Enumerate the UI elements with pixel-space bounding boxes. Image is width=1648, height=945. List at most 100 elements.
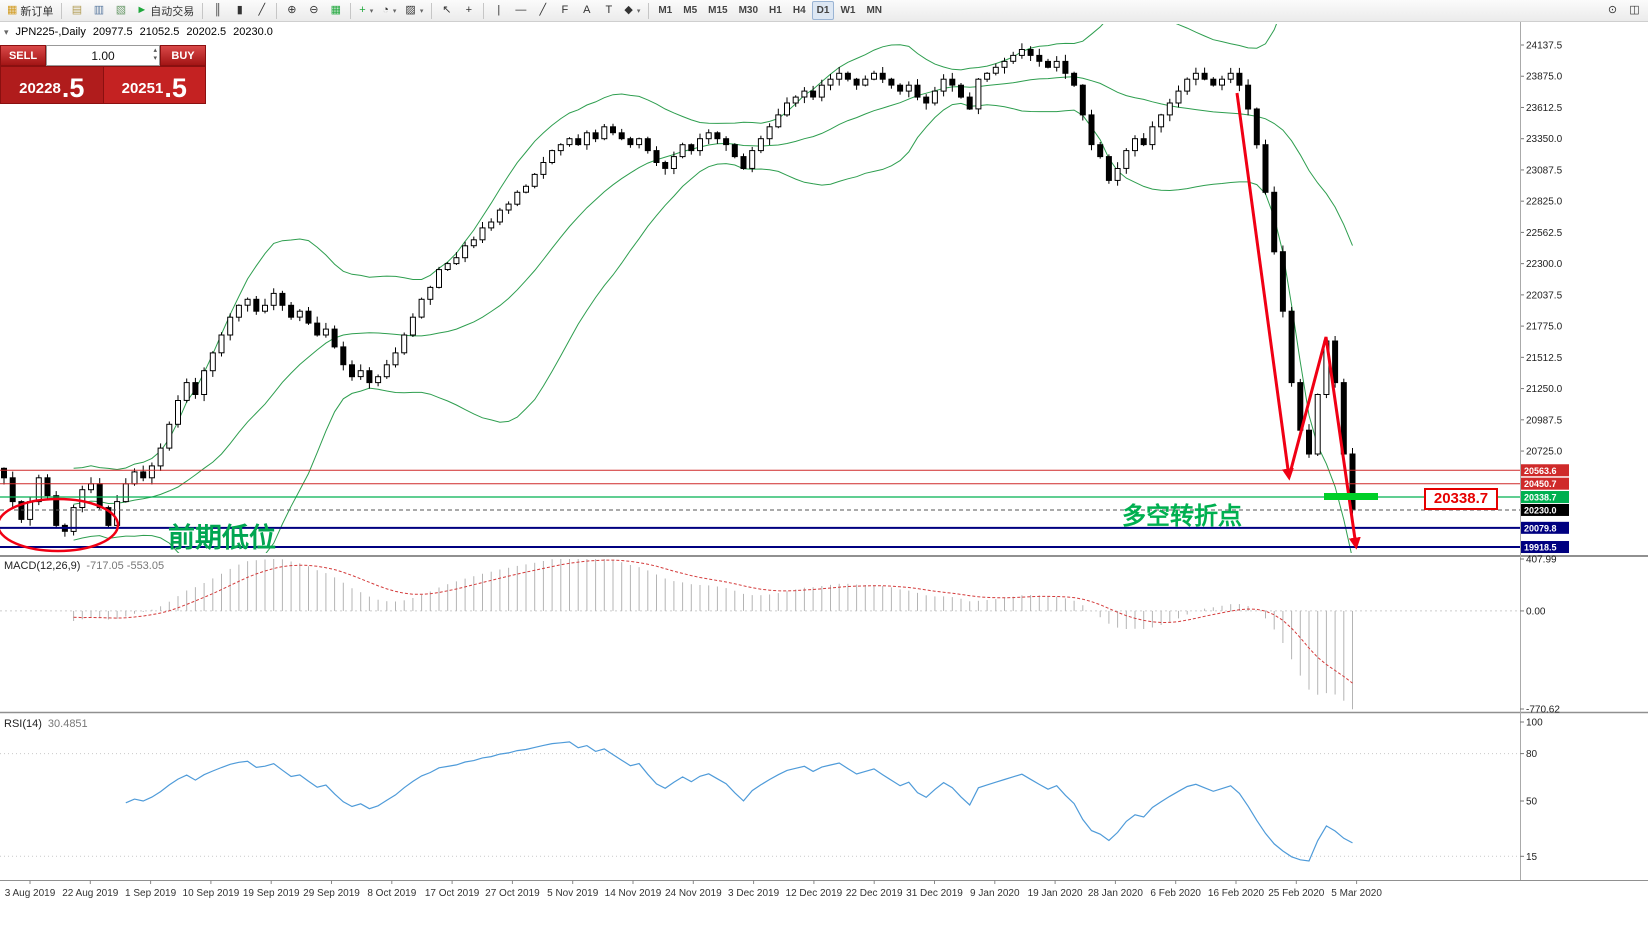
candlestick-series — [1, 43, 1356, 537]
search-button[interactable]: ⊙ — [1602, 1, 1623, 20]
price-line-19918.5[interactable]: 19918.5 — [0, 541, 1569, 554]
line-chart-button[interactable]: ╱ — [251, 1, 272, 20]
fibonacci-button[interactable]: F — [554, 1, 575, 20]
svg-text:23875.0: 23875.0 — [1526, 72, 1563, 83]
toolbar-separator — [648, 2, 650, 19]
timeframe-w1-button[interactable]: W1 — [840, 5, 856, 16]
price-tag — [1521, 491, 1569, 504]
svg-text:19 Sep 2019: 19 Sep 2019 — [243, 888, 300, 899]
shapes-button[interactable]: ◆ ▾ — [620, 1, 644, 20]
auto-trading-button-label: 自动交易 — [150, 5, 195, 18]
price-tag — [1521, 464, 1569, 477]
layout-icon: ◫ — [1629, 4, 1640, 16]
toolbar-separator — [202, 2, 204, 19]
price-line-20450.7[interactable]: 20450.7 — [0, 477, 1569, 490]
sell-price-main: 20228 — [19, 79, 61, 97]
price-line-20079.8[interactable]: 20079.8 — [0, 521, 1569, 534]
templates-icon: ▨ — [405, 4, 416, 16]
collapse-trade-panel-icon[interactable]: ▾ — [4, 26, 9, 37]
svg-text:16 Feb 2020: 16 Feb 2020 — [1208, 888, 1265, 899]
one-click-trade-panel: SELL 1.00 ▴ ▾ BUY 20228 .5 20251 .5 — [0, 45, 206, 104]
periods-icon: ◔ — [382, 4, 389, 16]
price-line-20338.7[interactable]: 20338.7 — [0, 491, 1569, 504]
timeframe-m30-button[interactable]: M30 — [738, 5, 759, 16]
svg-text:27 Oct 2019: 27 Oct 2019 — [485, 888, 540, 899]
svg-text:407.99: 407.99 — [1526, 555, 1557, 566]
crash-arrow — [1235, 92, 1294, 481]
fibonacci-icon: F — [561, 4, 569, 16]
price-line-20563.6[interactable]: 20563.6 — [0, 464, 1569, 477]
timeframe-d1-button[interactable]: D1 — [811, 1, 835, 20]
svg-text:22562.5: 22562.5 — [1526, 228, 1563, 239]
svg-text:20987.5: 20987.5 — [1526, 415, 1563, 426]
crosshair-button[interactable]: + — [458, 1, 479, 20]
search-icon: ⊙ — [1607, 4, 1618, 16]
buy-price[interactable]: 20251 .5 — [102, 66, 206, 104]
market-watch-button[interactable]: ▥ — [88, 1, 109, 20]
chart-area[interactable]: 20563.6 20450.7 20338.7 20230.0 20079.8 19918… — [0, 22, 1648, 945]
price-line-20230.0[interactable]: 20230.0 — [0, 503, 1569, 516]
vertical-line-icon: | — [497, 4, 501, 16]
candlestick-chart-button[interactable]: ▮ — [229, 1, 250, 20]
sell-button[interactable]: SELL — [0, 45, 46, 66]
price-tag — [1521, 521, 1569, 534]
buy-price-fraction: .5 — [164, 72, 187, 103]
svg-text:31 Dec 2019: 31 Dec 2019 — [906, 888, 963, 899]
svg-text:21512.5: 21512.5 — [1526, 353, 1563, 364]
trendline-button[interactable]: ╱ — [532, 1, 553, 20]
annotations-layer — [0, 92, 1378, 553]
buy-button[interactable]: BUY — [160, 45, 206, 66]
data-window-icon: ▧ — [115, 4, 127, 16]
timeframe-m1-button[interactable]: M1 — [658, 5, 673, 16]
svg-text:24 Nov 2019: 24 Nov 2019 — [665, 888, 722, 899]
toolbar-separator — [276, 2, 278, 19]
bar-chart-button[interactable]: ║ — [207, 1, 228, 20]
layout-button[interactable]: ◫ — [1624, 1, 1645, 20]
sell-price-fraction: .5 — [61, 72, 85, 103]
timeframe-m15-button[interactable]: M15 — [708, 5, 728, 16]
timeframe-h4-button[interactable]: H4 — [792, 5, 806, 16]
svg-text:80: 80 — [1526, 749, 1538, 760]
zoom-out-button[interactable]: ⊖ — [303, 1, 324, 20]
vertical-line-button[interactable]: | — [488, 1, 509, 20]
volume-up-button[interactable]: ▴ — [153, 47, 157, 54]
svg-text:25 Feb 2020: 25 Feb 2020 — [1268, 888, 1325, 899]
svg-text:29 Sep 2019: 29 Sep 2019 — [303, 888, 360, 899]
auto-trading-button[interactable]: ► 自动交易 — [132, 1, 198, 20]
rebound-drop-arrow — [1287, 336, 1361, 550]
svg-text:23087.5: 23087.5 — [1526, 165, 1563, 176]
auto-trading-icon: ► — [136, 4, 148, 16]
svg-text:17 Oct 2019: 17 Oct 2019 — [425, 888, 480, 899]
main-plot — [1, 24, 1356, 553]
chart-close-value: 20230.0 — [233, 26, 273, 38]
text-button[interactable]: A — [576, 1, 597, 20]
new-order-button[interactable]: ▦ 新订单 — [3, 1, 57, 20]
cursor-button[interactable]: ↖ — [436, 1, 457, 20]
horizontal-line-button[interactable]: — — [510, 1, 531, 20]
sell-price[interactable]: 20228 .5 — [0, 66, 103, 104]
svg-text:28 Jan 2020: 28 Jan 2020 — [1088, 888, 1143, 899]
svg-text:22 Dec 2019: 22 Dec 2019 — [846, 888, 903, 899]
templates-button[interactable]: ▨ ▾ — [401, 1, 427, 20]
volume-stepper[interactable]: 1.00 ▴ ▾ — [46, 45, 160, 66]
volume-down-button[interactable]: ▾ — [153, 55, 157, 62]
label-button[interactable]: T — [598, 1, 619, 20]
macd-panel: 407.99 0.00 -770.62 MACD(12,26,9) -717.05 -5… — [0, 555, 1560, 716]
svg-text:15: 15 — [1526, 852, 1538, 863]
svg-text:8 Oct 2019: 8 Oct 2019 — [367, 888, 416, 899]
data-window-button[interactable]: ▧ — [110, 1, 131, 20]
grid-button[interactable]: ▦ — [325, 1, 346, 20]
periods-button[interactable]: ◔ ▾ — [378, 1, 400, 20]
indicators-button[interactable]: + ▾ — [355, 1, 377, 20]
timeframe-mn-button[interactable]: MN — [866, 5, 882, 16]
chart-high-value: 21052.5 — [139, 26, 180, 38]
timeframe-h1-button[interactable]: H1 — [769, 5, 782, 16]
chart-symbol-label: JPN225-,Daily — [15, 26, 86, 38]
timeframe-m5-button[interactable]: M5 — [683, 5, 698, 16]
text-icon: A — [583, 4, 591, 16]
chart-window-button[interactable]: ▤ — [66, 1, 87, 20]
chart-window-icon: ▤ — [71, 4, 83, 16]
bollinger-bands — [73, 24, 1353, 553]
zoom-in-button[interactable]: ⊕ — [281, 1, 302, 20]
svg-text:22037.5: 22037.5 — [1526, 290, 1563, 301]
